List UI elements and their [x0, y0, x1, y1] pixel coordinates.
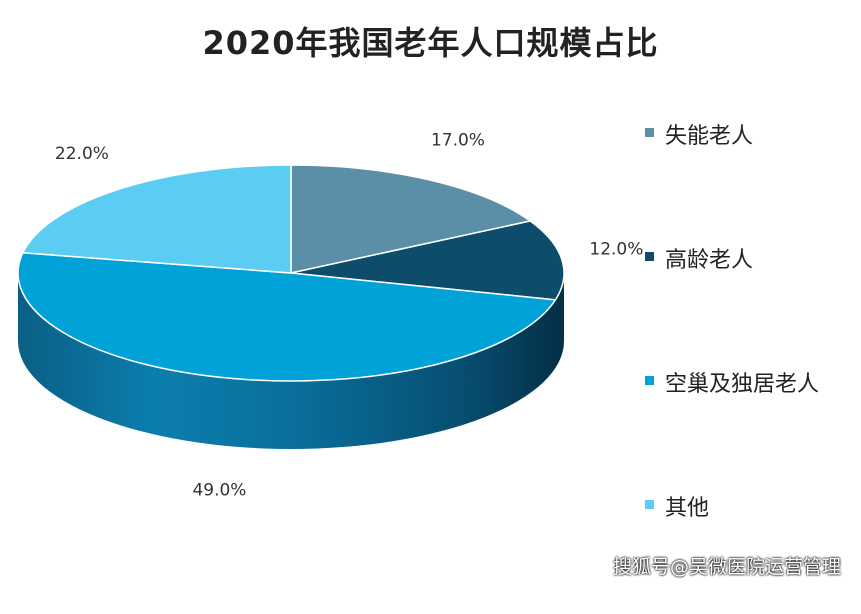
- pie-3d-side: [18, 273, 564, 449]
- legend-label: 空巢及独居老人: [665, 372, 820, 397]
- legend-label: 失能老人: [665, 124, 754, 149]
- pie-chart: 17.0% 12.0% 49.0% 22.0%: [17, 131, 644, 501]
- pie-side-wall: [18, 273, 564, 449]
- pie-slice-3: [17, 251, 557, 382]
- data-label-4: 22.0%: [55, 144, 109, 164]
- pie-data-labels: 17.0% 12.0% 49.0% 22.0%: [55, 131, 644, 501]
- legend-swatch: [645, 128, 654, 137]
- legend-swatch: [645, 500, 654, 509]
- data-label-3: 49.0%: [192, 480, 246, 500]
- pie-slice-4: [21, 164, 292, 274]
- legend-label: 其他: [665, 496, 710, 521]
- pie-top-face: [17, 164, 565, 382]
- data-label-1: 17.0%: [431, 131, 485, 151]
- legend-label: 高龄老人: [665, 248, 754, 273]
- legend-swatch: [645, 252, 654, 261]
- chart-title: 2020年我国老年人口规模占比: [202, 24, 659, 62]
- data-label-2: 12.0%: [589, 239, 643, 259]
- pie-slice-1: [290, 164, 533, 274]
- legend-swatch: [645, 376, 654, 385]
- watermark-text: 搜狐号@吴微医院运营管理: [612, 556, 841, 578]
- pie-slice-2: [290, 220, 565, 301]
